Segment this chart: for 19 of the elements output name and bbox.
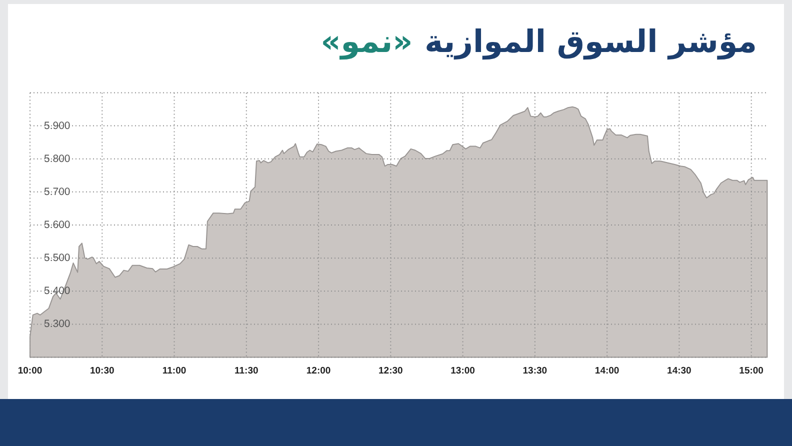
x-tick-label: 11:00 [162,366,186,376]
x-tick-label: 11:30 [234,366,258,376]
y-tick-label: 5.700 [44,186,70,198]
y-tick-label: 5.900 [44,120,70,132]
x-tick-label: 14:00 [594,366,620,376]
x-tick-label: 10:30 [90,366,114,376]
x-tick-label: 14:30 [667,366,692,376]
x-tick-label: 10:00 [18,366,42,376]
chart-title: مؤشر السوق الموازية [424,24,757,60]
y-tick-label: 5.300 [44,318,70,330]
x-tick-label: 12:30 [378,366,403,376]
x-tick-label: 13:00 [450,366,475,376]
x-tick-label: 12:00 [306,366,331,376]
y-tick-label: 5.500 [44,252,70,264]
x-tick-label: 13:30 [522,366,548,376]
y-tick-label: 5.600 [44,219,70,231]
y-tick-label: 5.800 [44,152,70,165]
x-tick-label: 15:00 [739,366,764,376]
chart-subtitle: «نمو» [320,24,413,60]
